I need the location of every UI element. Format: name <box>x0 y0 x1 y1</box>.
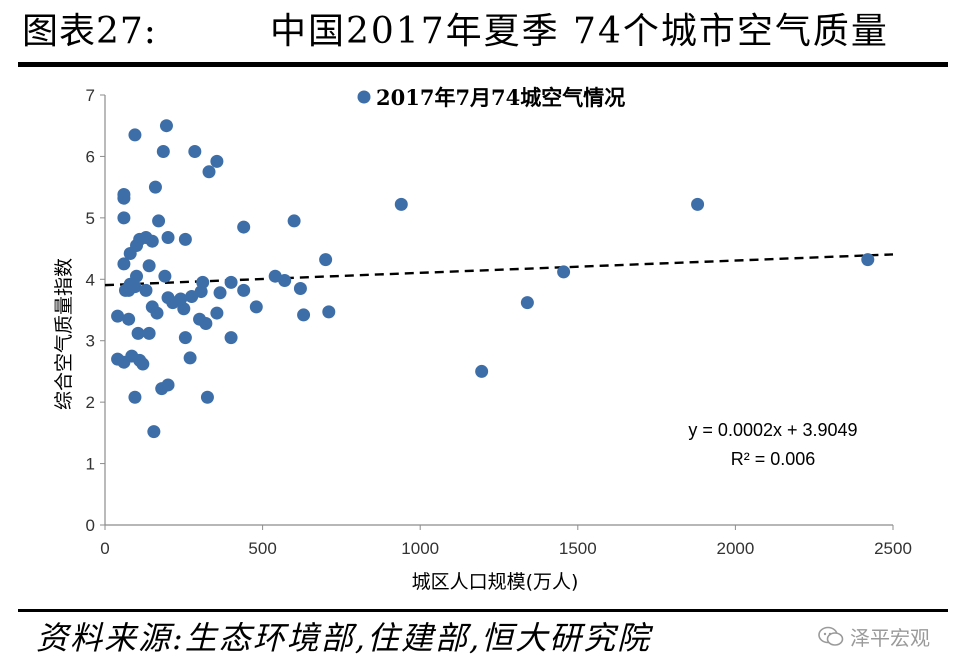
data-point <box>194 285 208 299</box>
y-tick-label: 7 <box>86 86 95 105</box>
y-tick-label: 0 <box>86 516 95 535</box>
data-point <box>139 283 153 297</box>
data-point <box>557 265 571 279</box>
watermark-text: 泽平宏观 <box>850 626 930 650</box>
data-point <box>278 274 292 288</box>
x-tick-label: 2000 <box>716 539 754 558</box>
x-tick-label: 500 <box>248 539 276 558</box>
trendline-equation: y = 0.0002x + 3.9049 <box>688 420 857 440</box>
data-point <box>297 308 311 322</box>
data-point <box>210 154 224 168</box>
header-rule <box>18 62 948 67</box>
x-tick-label: 2500 <box>874 539 912 558</box>
data-point <box>475 364 489 378</box>
data-point <box>142 259 156 273</box>
data-point <box>691 197 705 211</box>
data-point <box>177 302 191 316</box>
data-point <box>287 214 301 228</box>
data-point <box>210 306 224 320</box>
chart-legend: 2017年7月74城空气情况 <box>357 85 625 110</box>
data-point <box>224 331 238 345</box>
data-point <box>520 296 534 310</box>
data-point <box>111 309 125 323</box>
trendline <box>104 253 894 287</box>
data-point <box>128 390 142 404</box>
data-point <box>148 180 162 194</box>
y-tick-label: 6 <box>86 147 95 166</box>
data-point <box>166 296 180 310</box>
legend-label: 2017年7月74城空气情况 <box>376 85 625 110</box>
figure-label: 图表27: <box>22 11 157 52</box>
data-point <box>145 234 159 248</box>
data-point <box>213 286 227 300</box>
data-point <box>147 425 161 439</box>
data-point <box>249 300 263 314</box>
trendline-r-squared: R² = 0.006 <box>731 449 816 469</box>
data-point <box>158 269 172 283</box>
x-tick-label: 1500 <box>559 539 597 558</box>
data-point <box>183 351 197 365</box>
chart-axes: 0 1 2 3 4 5 6 7 0 500 1000 1500 2000 2500 <box>86 86 912 558</box>
data-point <box>161 231 175 245</box>
data-point <box>319 253 333 267</box>
data-points <box>111 119 875 439</box>
x-tick-label: 1000 <box>401 539 439 558</box>
scatter-chart: 0 1 2 3 4 5 6 7 0 500 1000 1500 2000 2500 2017年7月74城空… <box>53 85 912 593</box>
data-point <box>131 326 145 340</box>
data-point <box>293 282 307 295</box>
data-point <box>117 211 131 225</box>
data-point <box>150 306 164 320</box>
data-point <box>394 197 408 211</box>
y-tick-label: 5 <box>86 209 95 228</box>
y-axis-label: 综合空气质量指数 <box>53 258 75 410</box>
data-point <box>237 220 251 234</box>
data-point <box>161 378 175 392</box>
data-point <box>123 246 137 260</box>
y-tick-label: 4 <box>86 270 95 289</box>
trendline-group <box>104 253 894 287</box>
data-point <box>188 145 202 159</box>
footer-rule <box>18 609 948 612</box>
x-axis-label: 城区人口规模(万人) <box>412 571 579 593</box>
data-point <box>156 145 170 159</box>
y-tick-label: 1 <box>86 455 95 474</box>
data-point <box>117 257 131 271</box>
data-point <box>200 390 214 404</box>
data-point <box>142 326 156 340</box>
data-point <box>178 232 192 246</box>
data-point <box>202 165 216 179</box>
figure-header: 图表27: 中国2017年夏季 74个城市空气质量 <box>0 0 960 68</box>
watermark: 泽平宏观 <box>818 622 930 651</box>
data-point <box>128 128 142 142</box>
data-point <box>159 119 173 133</box>
legend-marker <box>357 90 371 104</box>
data-point <box>199 317 213 331</box>
wechat-icon <box>818 626 844 646</box>
data-point <box>117 191 131 205</box>
data-point <box>122 312 136 326</box>
source-note: 资料来源:生态环境部,住建部,恒大研究院 <box>36 619 652 657</box>
figure-title: 中国2017年夏季 74个城市空气质量 <box>270 11 889 52</box>
data-point <box>136 357 150 371</box>
data-point <box>861 253 875 267</box>
data-point <box>178 331 192 345</box>
data-point <box>224 275 238 289</box>
data-point <box>118 283 132 297</box>
y-tick-label: 3 <box>86 332 95 351</box>
data-point <box>322 305 336 319</box>
data-point <box>237 283 251 297</box>
x-tick-label: 0 <box>100 539 109 558</box>
data-point <box>152 214 166 228</box>
y-tick-label: 2 <box>86 393 95 412</box>
